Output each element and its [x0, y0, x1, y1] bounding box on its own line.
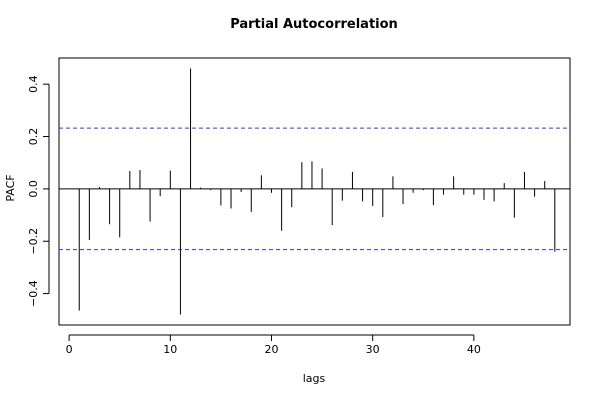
y-tick-label: 0.2	[27, 128, 40, 146]
y-axis-label: PACF	[4, 174, 17, 201]
chart-title: Partial Autocorrelation	[230, 17, 398, 32]
x-axis-label: lags	[303, 372, 326, 385]
y-tick-label: 0.4	[27, 75, 40, 93]
chart-marks: 0 10 20 30 40 −0.4 −0.2 0.0 0.2 0.4	[27, 68, 570, 356]
x-tick-label: 30	[366, 343, 380, 356]
plot-frame	[58, 57, 571, 326]
x-tick-label: 40	[467, 343, 481, 356]
y-tick-label: 0.0	[27, 180, 40, 198]
x-tick-label: 20	[264, 343, 278, 356]
y-tick-label: −0.2	[27, 228, 40, 255]
x-tick-label: 0	[66, 343, 73, 356]
x-tick-label: 10	[163, 343, 177, 356]
y-tick-label: −0.4	[27, 280, 40, 307]
